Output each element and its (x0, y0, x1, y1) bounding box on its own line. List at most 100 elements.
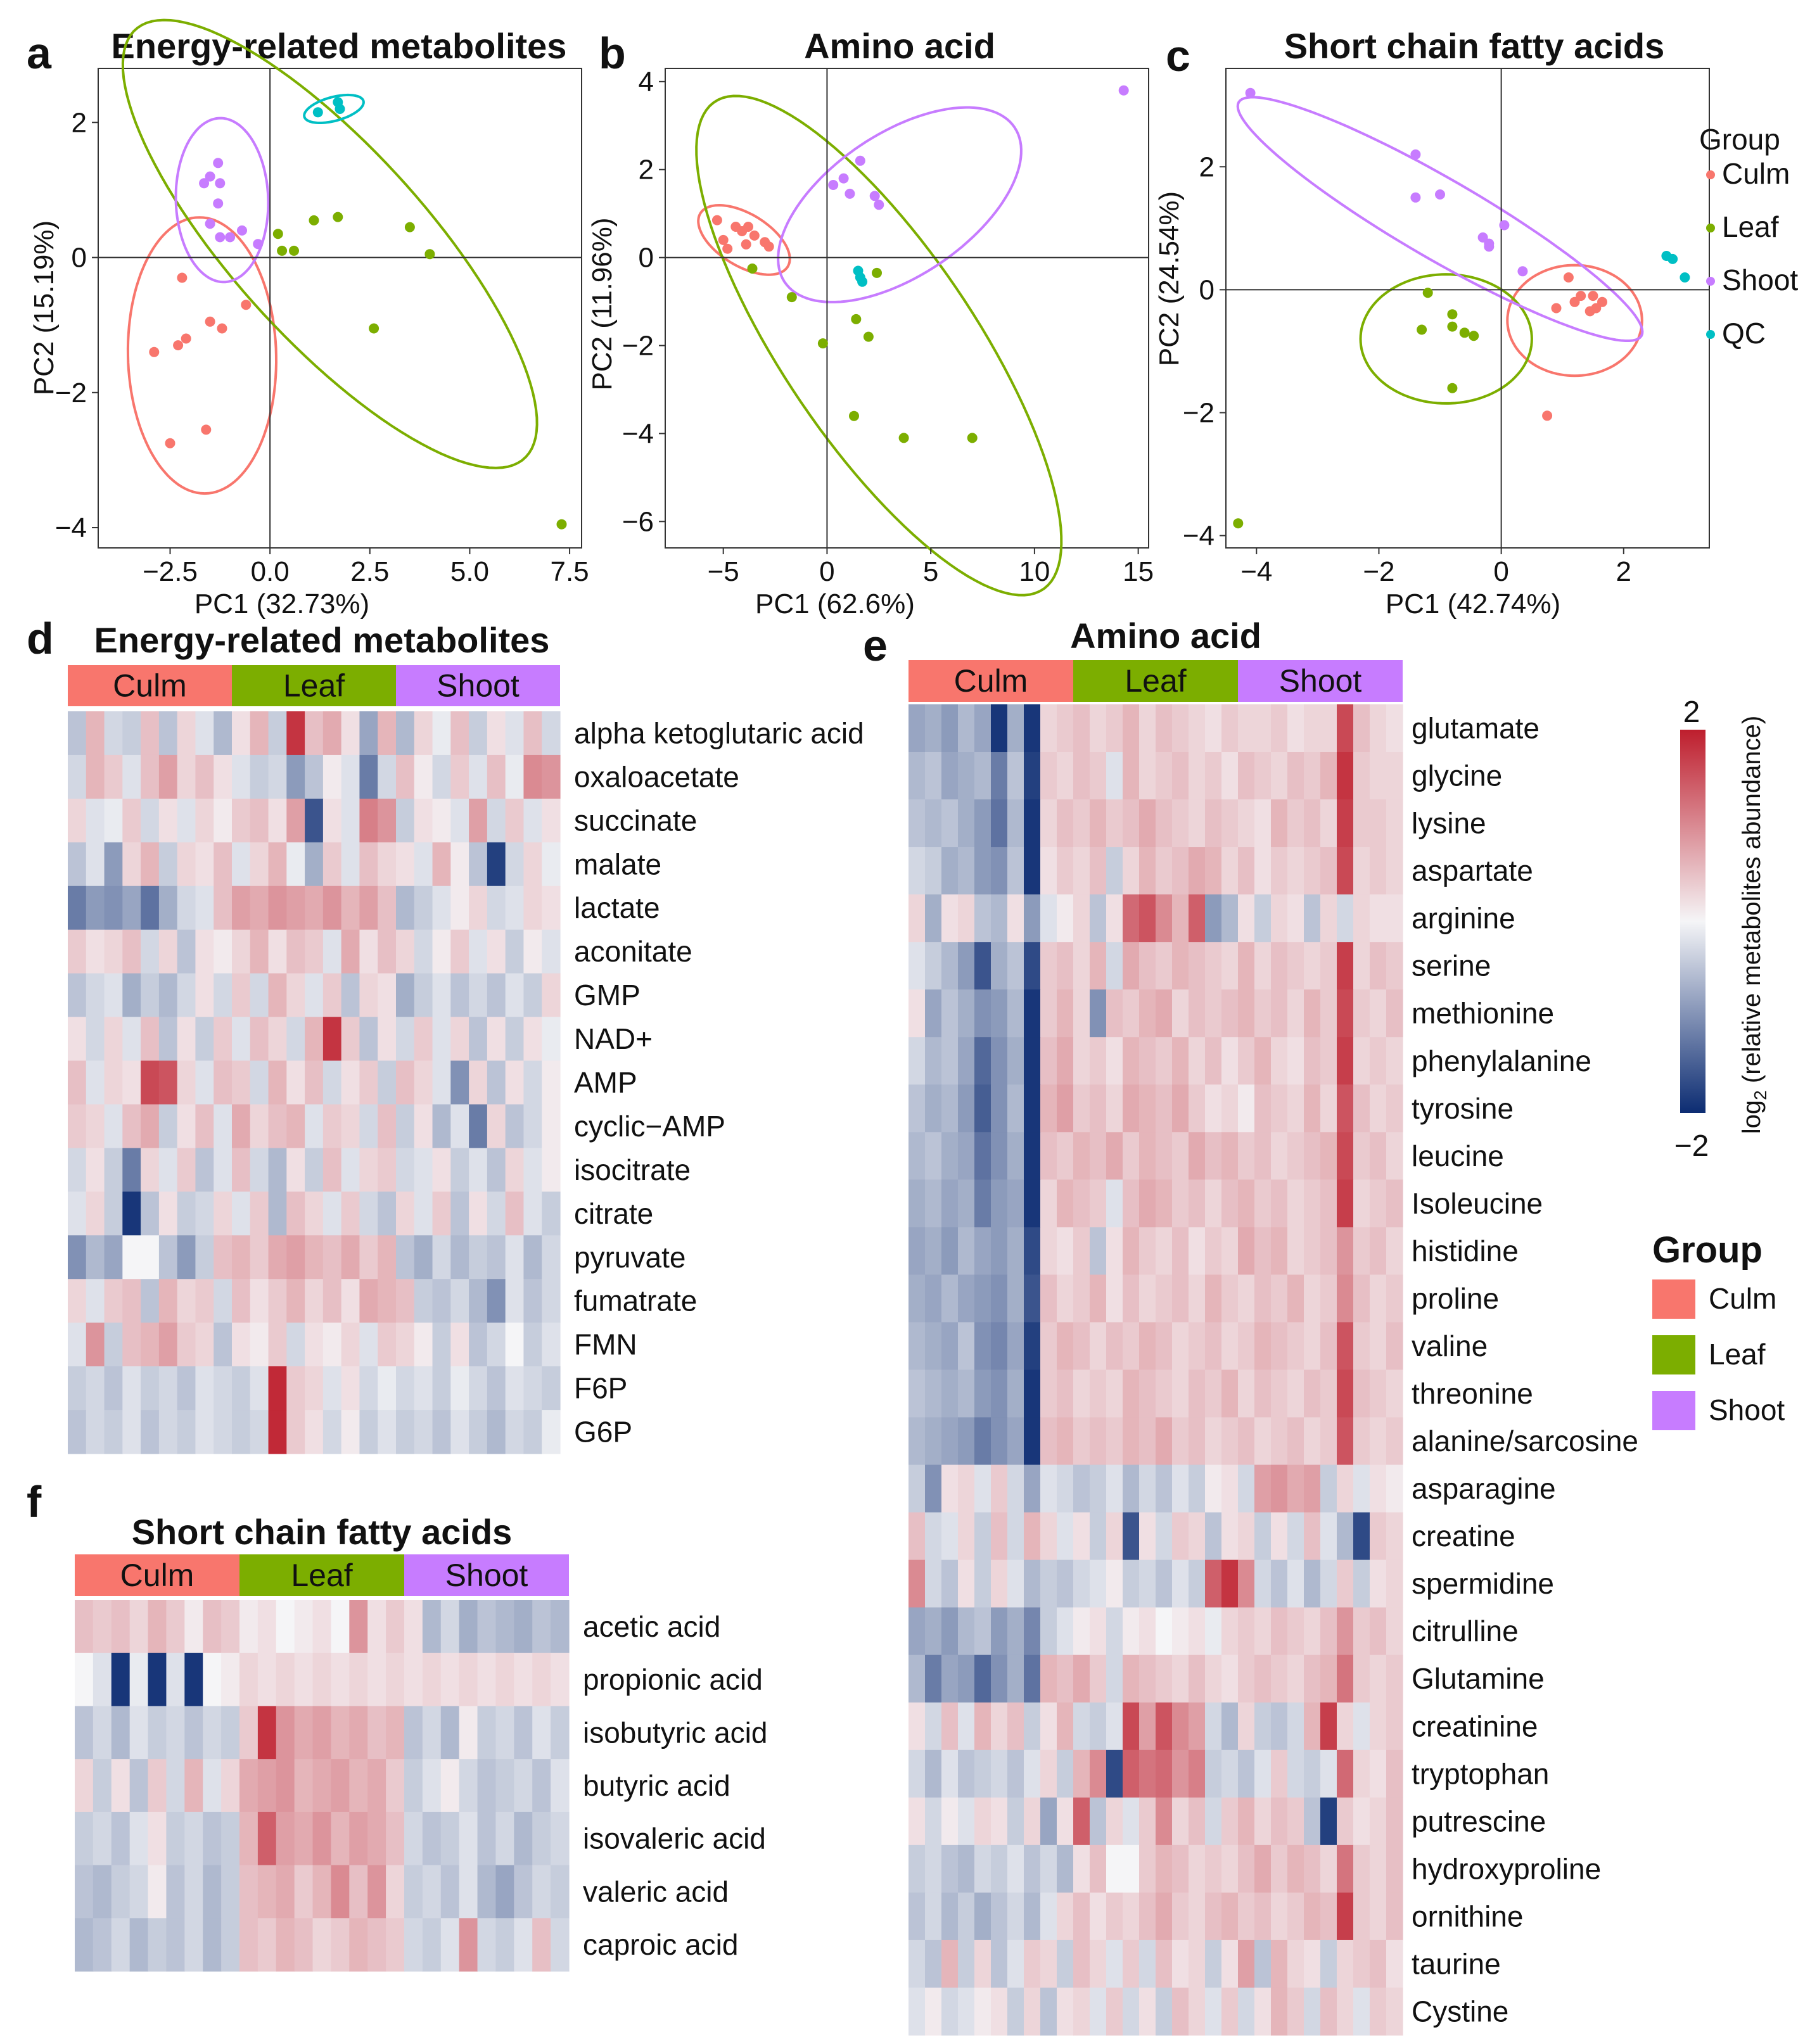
heatmap-cell (1221, 1322, 1239, 1371)
point-leaf (369, 323, 379, 334)
heatmap-cell (1156, 1084, 1173, 1133)
heatmap-cell (542, 886, 561, 930)
heatmap-cell (1172, 1559, 1189, 1608)
legend-title: Group (1652, 1229, 1763, 1271)
heatmap-cell (1337, 1227, 1354, 1276)
heatmap-cell (1205, 1749, 1222, 1798)
heatmap-cell (1139, 1654, 1156, 1703)
heatmap-cell (941, 1322, 959, 1371)
row-label: Isoleucine (1412, 1187, 1543, 1220)
heatmap-cell (257, 1865, 277, 1919)
heatmap-cell (1353, 847, 1370, 895)
heatmap-cell (1156, 1322, 1173, 1371)
heatmap-cell (221, 1812, 240, 1866)
heatmap-cell (1238, 894, 1255, 943)
heatmap-cell (1123, 1702, 1140, 1751)
heatmap-cell (440, 1812, 460, 1866)
heatmap-cell (214, 1366, 233, 1411)
heatmap-cell (349, 1918, 368, 1972)
heatmap-cell (322, 1148, 342, 1192)
heatmap-cell (469, 1191, 488, 1236)
heatmap-cell (941, 1132, 959, 1180)
heatmap-cell (1156, 1939, 1173, 1988)
x-tick-label: 0 (819, 556, 834, 587)
heatmap-cell (195, 1017, 214, 1062)
heatmap-cell (941, 1797, 959, 1846)
heatmap-cell (1287, 1749, 1304, 1798)
heatmap-cell (1205, 1369, 1222, 1418)
group-bands: Culm Leaf Shoot (908, 660, 1403, 702)
heatmap-cell (341, 1323, 360, 1367)
point-culm (718, 234, 729, 245)
heatmap-cell (1320, 1607, 1337, 1656)
heatmap-cell (505, 798, 525, 843)
heatmap-cell (925, 1939, 942, 1988)
heatmap-cell (322, 1060, 342, 1105)
heatmap-cell (68, 1148, 87, 1192)
heatmap-cell (1271, 1559, 1288, 1608)
heatmap-cell (92, 1706, 112, 1760)
heatmap-cell (440, 1600, 460, 1654)
heatmap-cell (378, 929, 397, 974)
heatmap-cell (232, 1191, 251, 1236)
heatmap-cell (1304, 1844, 1321, 1893)
heatmap-cell (1370, 1464, 1387, 1513)
heatmap-cell (1205, 1037, 1222, 1085)
heatmap-cell (991, 1037, 1008, 1085)
heatmap-cell (1073, 1844, 1090, 1893)
heatmap-cell (941, 1084, 959, 1133)
heatmap-cell (925, 847, 942, 895)
y-tick-label: 2 (72, 107, 87, 138)
heatmap-cell (1057, 1797, 1074, 1846)
heatmap-cell (1024, 989, 1041, 1038)
point-leaf (277, 245, 288, 256)
heatmap-cell (92, 1759, 112, 1813)
heatmap-cell (396, 754, 415, 799)
heatmap-cell (1337, 1702, 1354, 1751)
heatmap-cell (523, 754, 542, 799)
heatmap-cell (166, 1865, 185, 1919)
heatmap-cell (495, 1918, 514, 1972)
x-tick-label: 15 (1123, 556, 1154, 587)
heatmap-cell (68, 1366, 87, 1411)
heatmap-cell (1238, 1464, 1255, 1513)
point-culm (743, 222, 753, 232)
heatmap-cell (450, 711, 469, 756)
heatmap-cell (386, 1865, 405, 1919)
heatmap-cell (1353, 1512, 1370, 1561)
heatmap-cell (477, 1759, 497, 1813)
heatmap-cell (958, 1654, 975, 1703)
heatmap-cell (477, 1918, 497, 1972)
band-label-leaf: Leaf (1125, 663, 1186, 699)
heatmap-cell (141, 1410, 160, 1454)
heatmap-cell (1156, 752, 1173, 800)
y-axis-ticks: −4−202 (55, 107, 98, 543)
band-label-leaf: Leaf (291, 1558, 352, 1593)
heatmap-cell (322, 1410, 342, 1454)
heatmap-cell (1007, 1132, 1024, 1180)
heatmap-cell (523, 1060, 542, 1105)
heatmap-cell (523, 929, 542, 974)
heatmap-cell (1320, 942, 1337, 990)
heatmap-cell (195, 1410, 214, 1454)
heatmap-cell (276, 1918, 295, 1972)
heatmap-cell (505, 1410, 525, 1454)
heatmap-cell (1254, 1749, 1272, 1798)
heatmap-cell (250, 973, 269, 1018)
legend-label-shoot: Shoot (1722, 263, 1798, 296)
heatmap-cell (1205, 1939, 1222, 1988)
heatmap-cell (1287, 1892, 1304, 1941)
heatmap-cell (1007, 1274, 1024, 1323)
heatmap-cell (286, 973, 305, 1018)
heatmap-cell (1106, 1132, 1123, 1180)
heatmap-cell (551, 1865, 570, 1919)
heatmap-cell (1156, 1512, 1173, 1561)
heatmap-cell (495, 1600, 514, 1654)
heatmap-cell (1370, 847, 1387, 895)
heatmap-cell (349, 1600, 368, 1654)
heatmap-cell (432, 973, 451, 1018)
point-qc (335, 104, 345, 114)
heatmap-cell (1386, 894, 1403, 943)
heatmap-cell (1304, 1227, 1321, 1276)
heatmap-cell (1287, 989, 1304, 1038)
